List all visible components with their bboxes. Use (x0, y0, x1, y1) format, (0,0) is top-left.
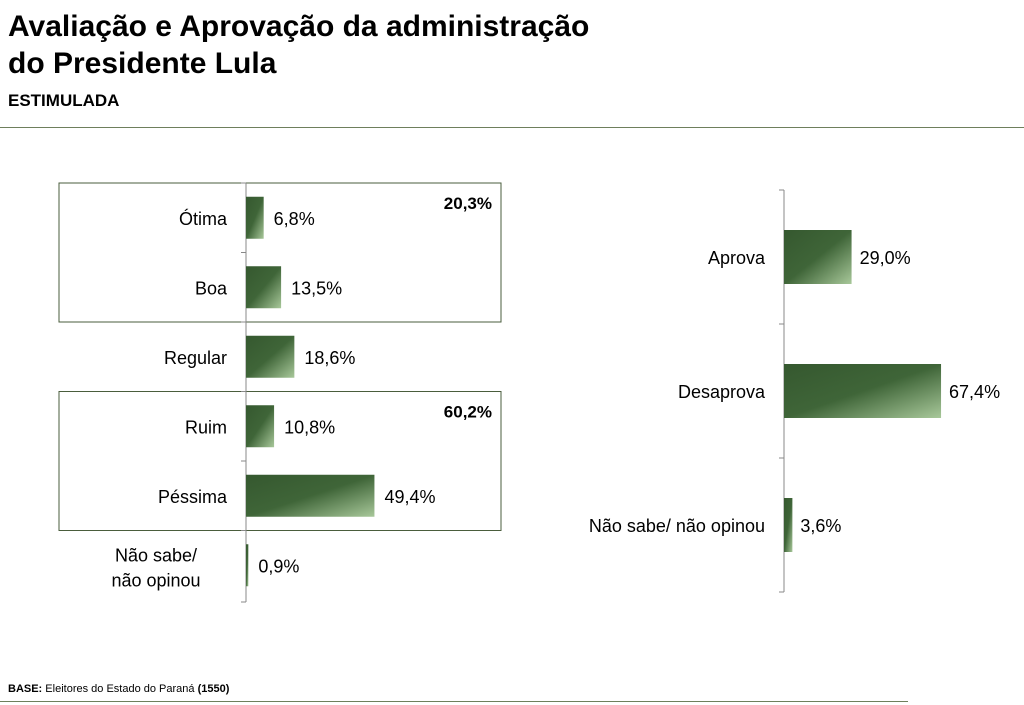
footer-base: BASE: Eleitores do Estado do Paraná (155… (8, 683, 229, 695)
title-line-2: do Presidente Lula (8, 47, 277, 80)
base-count: (1550) (197, 683, 230, 695)
page-subtitle: ESTIMULADA (8, 91, 120, 110)
bar-boa (246, 266, 282, 309)
group-box-2 (58, 391, 502, 531)
base-text: Eleitores do Estado do Paraná (45, 683, 195, 695)
value-label: 0,9% (258, 556, 299, 576)
group-total-label: 20,3% (444, 194, 492, 213)
value-label: 3,6% (800, 516, 841, 536)
bar-pessima (246, 474, 375, 517)
category-label: Ruim (185, 417, 227, 437)
category-label: Péssima (158, 487, 228, 507)
group-box-1 (58, 182, 502, 323)
value-label: 18,6% (304, 348, 355, 368)
value-label: 6,8% (274, 209, 315, 229)
category-label: Não sabe/ não opinou (589, 516, 765, 536)
category-label: Regular (164, 348, 227, 368)
category-label: Não sabe/ (115, 545, 197, 565)
bar-nao-sabe-nao-opinou (784, 498, 793, 552)
title-line-1: Avaliação e Aprovação da administração (8, 10, 590, 43)
category-label: Aprova (708, 248, 766, 268)
bar-nao-sabe-nao-opinou (246, 544, 249, 587)
evaluation-chart: 20,3% 60,2% 6,8% Ótima 13,5% Boa 18,6% Regular 1… (58, 182, 502, 603)
bar-otima (246, 196, 264, 239)
bar-aprova (784, 230, 852, 284)
group-total-label: 60,2% (444, 403, 492, 422)
header-divider (0, 127, 1024, 128)
category-label: Desaprova (678, 382, 766, 402)
category-label-cont: não opinou (111, 570, 200, 590)
value-label: 29,0% (860, 248, 911, 268)
approval-chart: 29,0% Aprova 67,4% Desaprova 3,6% Não sabe/ n… (589, 189, 1000, 593)
base-label: BASE: (8, 683, 43, 695)
category-label: Boa (195, 278, 228, 298)
category-label: Ótima (179, 208, 228, 229)
bar-desaprova (784, 364, 942, 418)
page-title: Avaliação e Aprovação da administração d… (8, 8, 589, 82)
bar-regular (246, 335, 295, 378)
footer-divider (0, 701, 908, 702)
value-label: 67,4% (949, 382, 1000, 402)
value-label: 13,5% (291, 278, 342, 298)
value-label: 10,8% (284, 417, 335, 437)
bar-ruim (246, 405, 275, 448)
value-label: 49,4% (384, 487, 435, 507)
